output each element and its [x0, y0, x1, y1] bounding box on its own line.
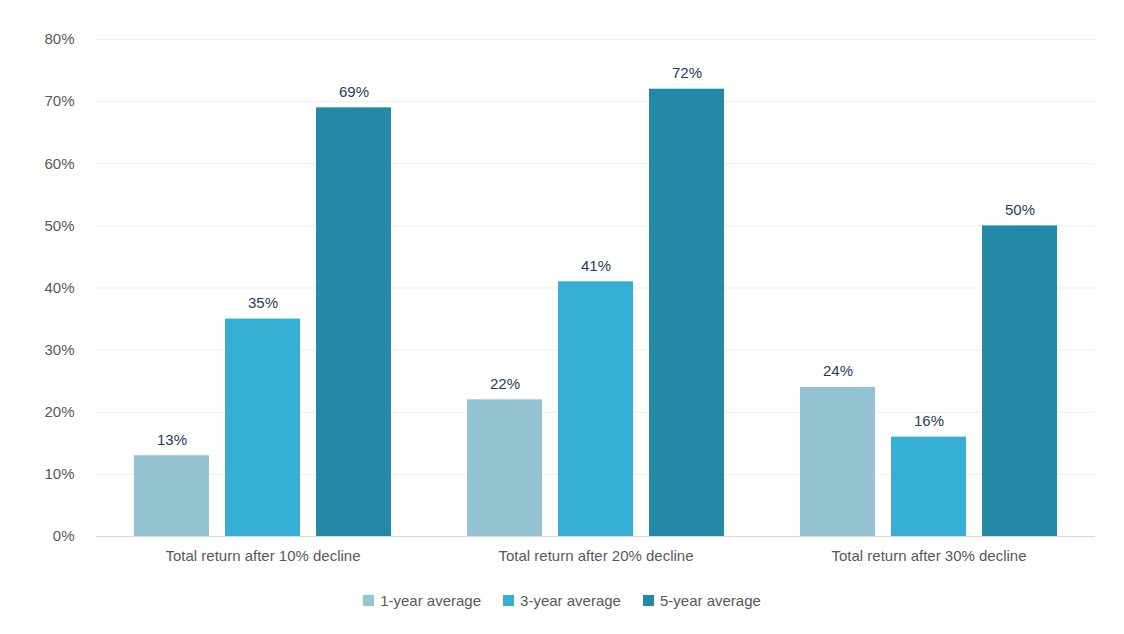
svg-text:72%: 72% — [672, 64, 702, 81]
svg-text:Total return after 10% decline: Total return after 10% decline — [165, 547, 360, 564]
svg-text:40%: 40% — [44, 279, 74, 296]
svg-text:41%: 41% — [581, 257, 611, 274]
svg-text:20%: 20% — [44, 403, 74, 420]
svg-text:0%: 0% — [53, 527, 75, 544]
svg-text:Total return after 20% decline: Total return after 20% decline — [498, 547, 693, 564]
svg-text:69%: 69% — [339, 83, 369, 100]
svg-text:13%: 13% — [157, 431, 187, 448]
html-text:5-year average: 5-year average — [660, 592, 761, 609]
html-text:1-year average: 1-year average — [380, 592, 481, 609]
svg-text:30%: 30% — [44, 341, 74, 358]
svg-text:22%: 22% — [490, 375, 520, 392]
svg-text:24%: 24% — [823, 362, 853, 379]
svg-text:35%: 35% — [248, 294, 278, 311]
svg-text:60%: 60% — [44, 155, 74, 172]
html-text:3-year average: 3-year average — [520, 592, 621, 609]
svg-text:50%: 50% — [1005, 201, 1035, 218]
svg-text:80%: 80% — [44, 30, 74, 47]
svg-text:Total return after 30% decline: Total return after 30% decline — [831, 547, 1026, 564]
svg-text:70%: 70% — [44, 92, 74, 109]
svg-text:16%: 16% — [914, 412, 944, 429]
svg-text:50%: 50% — [44, 217, 74, 234]
svg-text:10%: 10% — [44, 465, 74, 482]
